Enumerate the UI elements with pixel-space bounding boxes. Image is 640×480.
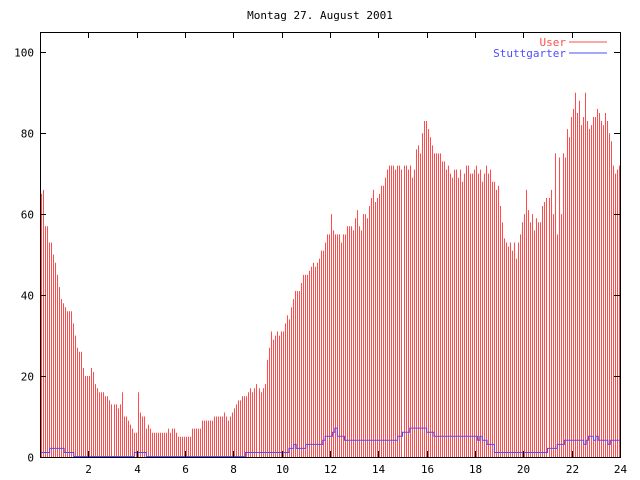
x-tick-label: 22	[566, 463, 579, 476]
stuttgarter-line-group	[40, 427, 620, 457]
legend-label-user: User	[540, 36, 567, 49]
x-tick-label: 6	[182, 463, 189, 476]
x-tick-label: 8	[230, 463, 237, 476]
x-tick-label: 18	[469, 463, 482, 476]
plot-border	[40, 32, 621, 458]
x-tick-label: 20	[517, 463, 530, 476]
x-tick-label: 16	[421, 463, 434, 476]
y-tick-label: 80	[21, 128, 34, 141]
legend: User Stuttgarter	[493, 36, 607, 60]
legend-label-stuttgarter: Stuttgarter	[493, 47, 566, 60]
x-tick-label: 4	[134, 463, 141, 476]
y-tick-label: 40	[21, 290, 34, 303]
x-tick-label: 14	[372, 463, 386, 476]
y-tick-label: 60	[21, 209, 34, 222]
x-tick-label: 24	[614, 463, 628, 476]
y-tick-label: 0	[27, 452, 34, 465]
x-tick-label: 2	[85, 463, 92, 476]
y-tick-label: 20	[21, 371, 34, 384]
chart-title: Montag 27. August 2001	[247, 9, 393, 22]
user-bars	[41, 92, 620, 457]
x-tick-label: 12	[324, 463, 337, 476]
x-tick-label: 10	[276, 463, 289, 476]
y-tick-label: 100	[14, 47, 34, 60]
stuttgarter-line	[40, 427, 620, 457]
